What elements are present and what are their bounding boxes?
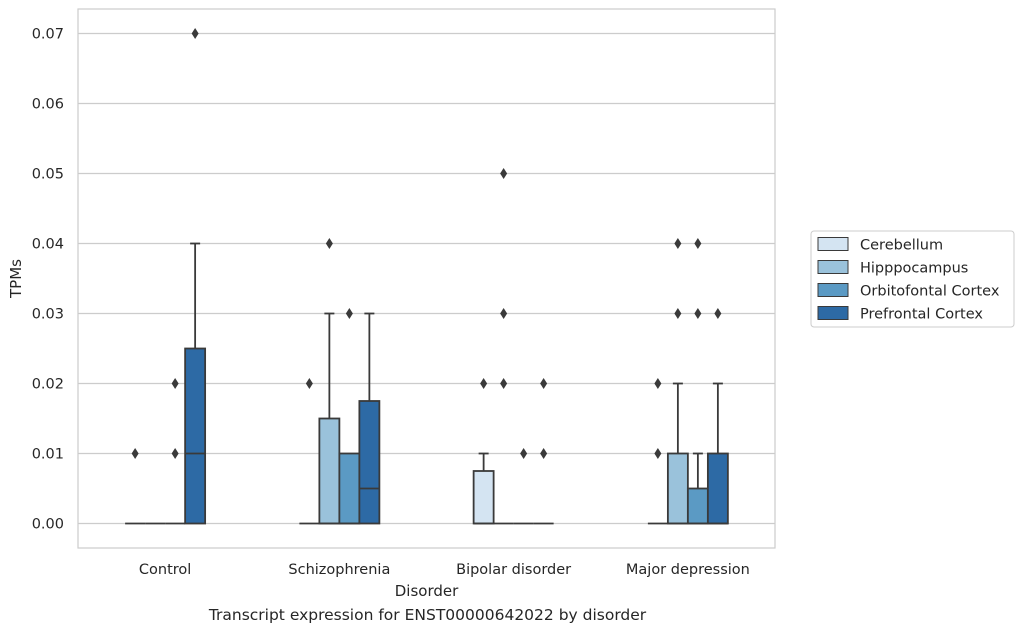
- legend-swatch: [817, 237, 849, 251]
- outlier-point: [520, 448, 528, 459]
- y-tick-label: 0.07: [32, 27, 64, 43]
- box: [184, 347, 207, 525]
- y-tick-label: 0.01: [32, 447, 64, 463]
- outlier-point: [325, 238, 333, 249]
- legend-label: Orbitofontal Cortex: [860, 284, 1000, 300]
- box-orbitofontal-cortex: [338, 308, 361, 525]
- y-tick-label: 0.00: [32, 517, 64, 533]
- plot-frame: [77, 8, 776, 549]
- outlier-point: [500, 378, 508, 389]
- figure-caption: Transcript expression for ENST0000064202…: [208, 606, 647, 624]
- box-group: [472, 168, 554, 525]
- y-tick-label: 0.06: [32, 97, 64, 113]
- legend: Cerebellum Hipppocampus Orbitofontal Corte…: [810, 230, 1015, 328]
- y-axis-label: TPMs: [7, 259, 25, 299]
- gridlines: [78, 32, 775, 525]
- outlier-point: [171, 448, 179, 459]
- outlier-point: [654, 378, 662, 389]
- outlier-point: [540, 378, 548, 389]
- box-hipppocampus: [666, 238, 689, 525]
- y-tick-label: 0.03: [32, 307, 64, 323]
- box-cerebellum: [125, 448, 146, 525]
- outlier-point: [305, 378, 313, 389]
- box-prefrontal-cortex: [184, 28, 207, 525]
- outlier-point: [674, 238, 682, 249]
- x-tick-label: Control: [139, 562, 191, 578]
- box: [686, 487, 709, 525]
- outlier-point: [714, 308, 722, 319]
- outlier-point: [191, 28, 199, 39]
- outlier-point: [694, 308, 702, 319]
- box: [706, 452, 729, 525]
- outlier-point: [540, 448, 548, 459]
- x-tick-label: Major depression: [626, 562, 750, 578]
- box-prefrontal-cortex: [358, 312, 381, 525]
- box-hipppocampus: [318, 238, 341, 525]
- outlier-point: [674, 308, 682, 319]
- legend-label: Cerebellum: [860, 238, 943, 254]
- box-groups: [125, 28, 729, 525]
- box-cerebellum: [472, 378, 495, 525]
- x-tick-labels: Control Schizophrenia Bipolar disorder Majo…: [139, 562, 750, 578]
- y-tick-label: 0.05: [32, 167, 64, 183]
- box: [338, 452, 361, 525]
- box-orbitofontal-cortex: [513, 448, 534, 525]
- box: [666, 452, 689, 525]
- x-tick-label: Bipolar disorder: [456, 562, 571, 578]
- outlier-point: [500, 168, 508, 179]
- legend-frame: [810, 230, 1015, 328]
- outlier-point: [500, 308, 508, 319]
- outlier-point: [694, 238, 702, 249]
- outlier-point: [131, 448, 139, 459]
- box-orbitofontal-cortex: [165, 378, 186, 525]
- x-axis-label: Disorder: [395, 582, 459, 600]
- legend-swatch: [817, 260, 849, 274]
- outlier-point: [480, 378, 488, 389]
- box-cerebellum: [299, 378, 320, 525]
- box-orbitofontal-cortex: [686, 238, 709, 525]
- box-hipppocampus: [493, 168, 514, 525]
- y-tick-labels: 0.00 0.01 0.02 0.03 0.04 0.05 0.06 0.07: [32, 27, 64, 533]
- x-tick-label: Schizophrenia: [288, 562, 390, 578]
- legend-swatch: [817, 306, 849, 320]
- y-tick-label: 0.02: [32, 377, 64, 393]
- outlier-point: [171, 378, 179, 389]
- box: [472, 470, 495, 525]
- legend-label: Hipppocampus: [860, 261, 968, 277]
- box-group: [125, 28, 207, 525]
- box: [318, 417, 341, 525]
- box-prefrontal-cortex: [706, 308, 729, 525]
- outlier-point: [345, 308, 353, 319]
- outlier-point: [654, 448, 662, 459]
- box-group: [299, 238, 381, 525]
- legend-label: Prefrontal Cortex: [860, 307, 983, 323]
- box-group: [647, 238, 729, 525]
- box-prefrontal-cortex: [533, 378, 554, 525]
- box-cerebellum: [647, 378, 668, 525]
- y-tick-label: 0.04: [32, 237, 64, 253]
- box: [358, 400, 381, 525]
- legend-swatch: [817, 283, 849, 297]
